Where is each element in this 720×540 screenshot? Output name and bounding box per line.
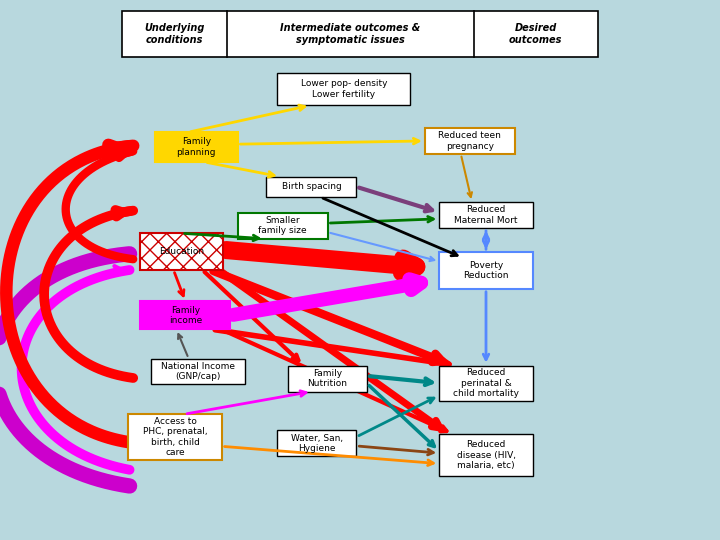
Text: Intermediate outcomes &
symptomatic issues: Intermediate outcomes & symptomatic issu… <box>280 23 420 45</box>
Text: Smaller
family size: Smaller family size <box>258 216 307 235</box>
FancyBboxPatch shape <box>439 252 533 289</box>
FancyBboxPatch shape <box>439 434 533 476</box>
FancyBboxPatch shape <box>140 301 230 329</box>
Text: Family
income: Family income <box>168 306 202 325</box>
FancyBboxPatch shape <box>425 128 515 154</box>
Text: Reduced
Maternal Mort: Reduced Maternal Mort <box>454 205 518 225</box>
FancyBboxPatch shape <box>128 414 222 460</box>
Text: Poverty
Reduction: Poverty Reduction <box>463 261 509 280</box>
Text: Reduced
perinatal &
child mortality: Reduced perinatal & child mortality <box>453 368 519 398</box>
FancyBboxPatch shape <box>238 213 328 239</box>
Text: Family
planning: Family planning <box>176 138 216 157</box>
Text: Education: Education <box>159 247 204 256</box>
Text: Desired
outcomes: Desired outcomes <box>509 23 562 45</box>
FancyBboxPatch shape <box>140 233 223 270</box>
Text: Family
Nutrition: Family Nutrition <box>307 369 348 388</box>
FancyBboxPatch shape <box>122 11 598 57</box>
Text: Reduced
disease (HIV,
malaria, etc): Reduced disease (HIV, malaria, etc) <box>456 440 516 470</box>
FancyBboxPatch shape <box>439 366 533 401</box>
FancyBboxPatch shape <box>266 177 356 197</box>
Text: Access to
PHC, prenatal,
birth, child
care: Access to PHC, prenatal, birth, child ca… <box>143 417 207 457</box>
Text: Water, San,
Hygiene: Water, San, Hygiene <box>291 434 343 453</box>
Text: Birth spacing: Birth spacing <box>282 183 341 191</box>
FancyBboxPatch shape <box>155 132 238 162</box>
Text: Reduced teen
pregnancy: Reduced teen pregnancy <box>438 131 501 151</box>
FancyBboxPatch shape <box>151 359 245 384</box>
Text: Lower pop- density
Lower fertility: Lower pop- density Lower fertility <box>300 79 387 99</box>
Text: Underlying
conditions: Underlying conditions <box>145 23 205 45</box>
FancyBboxPatch shape <box>288 366 367 392</box>
Text: National Income
(GNP/cap): National Income (GNP/cap) <box>161 362 235 381</box>
FancyBboxPatch shape <box>439 202 533 228</box>
FancyBboxPatch shape <box>277 430 356 456</box>
FancyBboxPatch shape <box>277 73 410 105</box>
